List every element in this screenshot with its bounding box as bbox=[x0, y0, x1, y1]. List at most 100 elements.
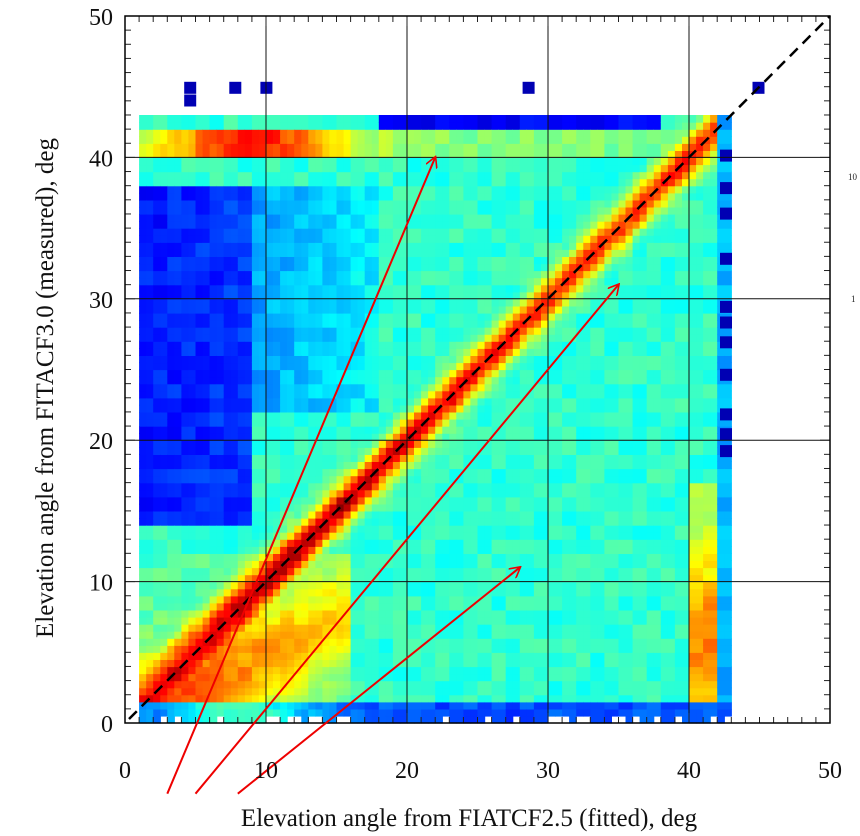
heatmap-cell bbox=[167, 405, 175, 413]
heatmap-cell bbox=[174, 610, 182, 618]
heatmap-cell bbox=[513, 384, 521, 392]
heatmap-cell bbox=[527, 129, 535, 137]
heatmap-cell bbox=[456, 362, 464, 370]
heatmap-cell bbox=[534, 461, 542, 469]
heatmap-cell bbox=[442, 362, 450, 370]
heatmap-cell bbox=[463, 327, 471, 335]
heatmap-cell bbox=[435, 695, 443, 703]
heatmap-cell bbox=[181, 419, 189, 427]
heatmap-cell bbox=[252, 412, 260, 420]
heatmap-cell bbox=[393, 589, 401, 597]
heatmap-cell bbox=[386, 575, 394, 583]
heatmap-cell bbox=[407, 278, 415, 286]
heatmap-cell bbox=[379, 631, 387, 639]
heatmap-cell bbox=[146, 278, 154, 286]
heatmap-cell bbox=[153, 419, 161, 427]
heatmap-cell bbox=[456, 391, 464, 399]
heatmap-cell bbox=[400, 129, 408, 137]
heatmap-cell bbox=[344, 553, 352, 561]
heatmap-cell bbox=[541, 674, 549, 682]
heatmap-cell bbox=[210, 214, 218, 222]
heatmap-cell bbox=[407, 320, 415, 328]
heatmap-cell bbox=[534, 278, 542, 286]
heatmap-cell bbox=[456, 560, 464, 568]
heatmap-cell bbox=[280, 249, 288, 257]
heatmap-cell bbox=[245, 377, 253, 385]
heatmap-cell bbox=[322, 334, 330, 342]
heatmap-cell bbox=[407, 172, 415, 180]
heatmap-cell bbox=[499, 221, 507, 229]
heatmap-cell bbox=[541, 179, 549, 187]
heatmap-cell bbox=[287, 454, 295, 462]
heatmap-cell bbox=[421, 469, 429, 477]
heatmap-cell bbox=[379, 419, 387, 427]
heatmap-cell bbox=[238, 398, 246, 406]
heatmap-cell bbox=[259, 546, 267, 554]
heatmap-cell bbox=[435, 200, 443, 208]
heatmap-cell bbox=[449, 334, 457, 342]
heatmap-cell bbox=[217, 235, 225, 243]
heatmap-cell bbox=[217, 341, 225, 349]
heatmap-cell bbox=[181, 447, 189, 455]
heatmap-cell bbox=[414, 476, 422, 484]
heatmap-cell bbox=[280, 320, 288, 328]
heatmap-cell bbox=[358, 560, 366, 568]
heatmap-cell bbox=[294, 278, 302, 286]
heatmap-cell bbox=[428, 596, 436, 604]
heatmap-cell bbox=[485, 666, 493, 674]
heatmap-cell bbox=[393, 490, 401, 498]
heatmap-cell bbox=[463, 299, 471, 307]
heatmap-cell bbox=[400, 320, 408, 328]
heatmap-cell bbox=[245, 256, 253, 264]
heatmap-cell bbox=[442, 645, 450, 653]
heatmap-cell bbox=[456, 327, 464, 335]
heatmap-cell bbox=[224, 469, 232, 477]
heatmap-cell bbox=[400, 299, 408, 307]
heatmap-cell bbox=[478, 355, 486, 363]
heatmap-cell bbox=[513, 454, 521, 462]
heatmap-cell bbox=[499, 476, 507, 484]
heatmap-cell bbox=[513, 228, 521, 236]
heatmap-cell bbox=[308, 143, 316, 151]
heatmap-cell bbox=[224, 320, 232, 328]
heatmap-cell bbox=[372, 490, 380, 498]
heatmap-cell bbox=[527, 560, 535, 568]
heatmap-cell bbox=[499, 129, 507, 137]
heatmap-cell bbox=[499, 645, 507, 653]
heatmap-cell bbox=[499, 447, 507, 455]
heatmap-cell bbox=[541, 228, 549, 236]
heatmap-cell bbox=[160, 426, 168, 434]
heatmap-cell bbox=[203, 377, 211, 385]
heatmap-cell bbox=[301, 511, 309, 519]
heatmap-cell bbox=[294, 433, 302, 441]
heatmap-cell bbox=[428, 539, 436, 547]
heatmap-cell bbox=[351, 645, 359, 653]
heatmap-cell bbox=[196, 200, 204, 208]
heatmap-cell bbox=[470, 299, 478, 307]
heatmap-cell bbox=[308, 497, 316, 505]
heatmap-cell bbox=[287, 292, 295, 300]
heatmap-cell bbox=[287, 582, 295, 590]
heatmap-cell bbox=[358, 235, 366, 243]
heatmap-cell bbox=[231, 370, 239, 378]
heatmap-cell bbox=[210, 476, 218, 484]
heatmap-cell bbox=[266, 433, 274, 441]
heatmap-cell bbox=[259, 391, 267, 399]
heatmap-cell bbox=[386, 355, 394, 363]
heatmap-cell bbox=[485, 306, 493, 314]
heatmap-cell bbox=[541, 575, 549, 583]
heatmap-cell bbox=[365, 129, 373, 137]
heatmap-cell bbox=[322, 645, 330, 653]
heatmap-cell bbox=[337, 461, 345, 469]
heatmap-cell bbox=[428, 433, 436, 441]
heatmap-cell bbox=[428, 271, 436, 279]
heatmap-cell bbox=[435, 539, 443, 547]
heatmap-cell bbox=[449, 115, 457, 123]
heatmap-cell bbox=[322, 320, 330, 328]
heatmap-cell bbox=[379, 476, 387, 484]
heatmap-cell bbox=[238, 504, 246, 512]
heatmap-cell bbox=[456, 568, 464, 576]
heatmap-cell bbox=[414, 179, 422, 187]
heatmap-cell bbox=[400, 136, 408, 144]
heatmap-cell bbox=[210, 440, 218, 448]
